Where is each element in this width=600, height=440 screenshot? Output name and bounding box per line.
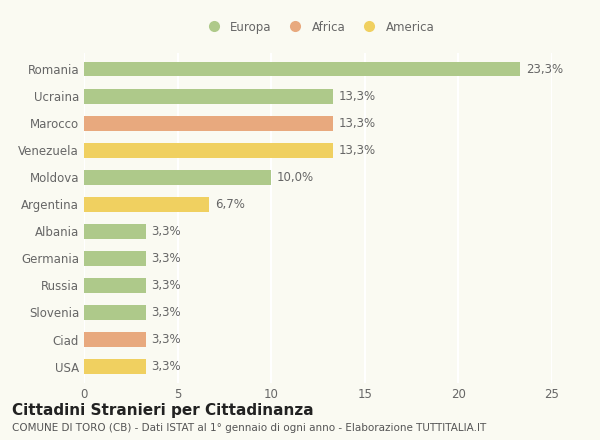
Bar (84, 116, 333, 131)
Legend: Europa, Africa, America: Europa, Africa, America (197, 16, 439, 38)
Text: 3,3%: 3,3% (151, 306, 181, 319)
Text: 3,3%: 3,3% (151, 225, 181, 238)
Bar (84, 359, 146, 374)
Text: 3,3%: 3,3% (151, 252, 181, 265)
Bar (84, 62, 520, 77)
Bar (84, 332, 146, 347)
Text: COMUNE DI TORO (CB) - Dati ISTAT al 1° gennaio di ogni anno - Elaborazione TUTTI: COMUNE DI TORO (CB) - Dati ISTAT al 1° g… (12, 423, 486, 433)
Bar (84, 197, 209, 212)
Bar (84, 88, 333, 103)
Bar (84, 305, 146, 320)
Text: 13,3%: 13,3% (338, 117, 376, 130)
Text: 3,3%: 3,3% (151, 279, 181, 292)
Bar (84, 224, 146, 239)
Text: 13,3%: 13,3% (338, 144, 376, 157)
Text: 23,3%: 23,3% (526, 62, 563, 76)
Bar (84, 143, 333, 158)
Text: 10,0%: 10,0% (277, 171, 314, 184)
Text: Cittadini Stranieri per Cittadinanza: Cittadini Stranieri per Cittadinanza (12, 403, 314, 418)
Bar (84, 278, 146, 293)
Bar (84, 251, 146, 266)
Text: 6,7%: 6,7% (215, 198, 245, 211)
Text: 13,3%: 13,3% (338, 90, 376, 103)
Text: 3,3%: 3,3% (151, 333, 181, 346)
Text: 3,3%: 3,3% (151, 360, 181, 373)
Bar (84, 170, 271, 185)
